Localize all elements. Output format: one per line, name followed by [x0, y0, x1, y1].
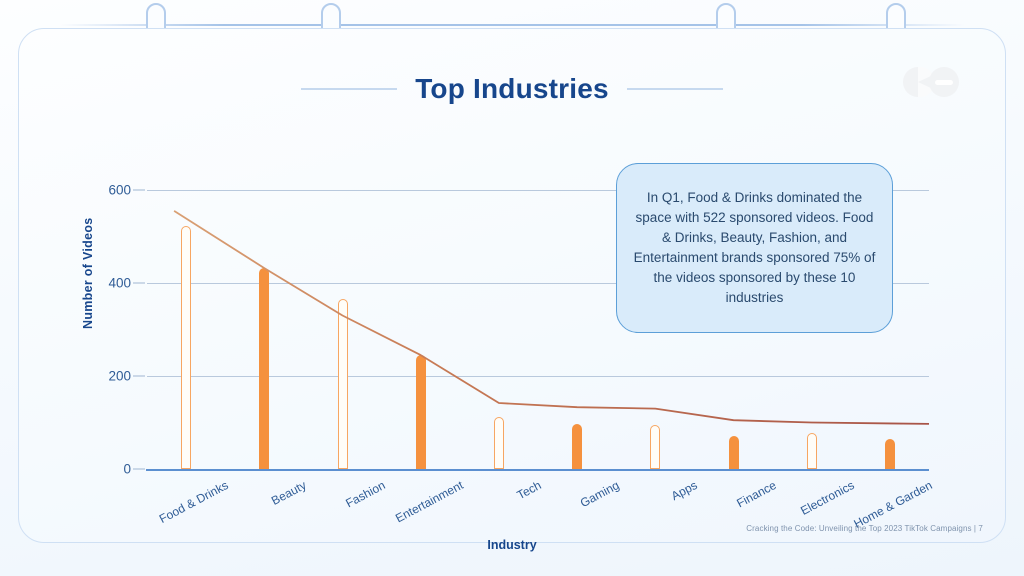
x-axis-title: Industry — [487, 538, 537, 552]
y-axis-tick-label: 200 — [108, 368, 131, 384]
y-axis-tick-mark — [133, 189, 145, 191]
bar-fashion — [337, 299, 348, 469]
x-axis-line — [146, 469, 929, 471]
x-axis-category-label: Beauty — [269, 478, 309, 508]
binder-line — [60, 24, 964, 26]
bar-apps — [650, 424, 661, 469]
x-axis-category-label: Food & Drinks — [156, 478, 231, 527]
title-rule-right — [626, 88, 723, 90]
page-title: Top Industries — [415, 73, 609, 104]
y-axis-tick-mark — [133, 375, 145, 377]
x-axis-category-label: Electronics — [797, 478, 857, 518]
bar-food-drinks — [181, 226, 192, 469]
chart-plot-area: 0 200 400 600 Food & Drinks Beauty Fashion Ent… — [108, 183, 934, 532]
gridline — [147, 283, 929, 284]
y-axis-tick-mark — [133, 468, 145, 470]
callout-box: In Q1, Food & Drinks dominated the space… — [616, 163, 893, 333]
trend-line-series — [173, 210, 930, 425]
bar-beauty — [259, 268, 270, 469]
title-row: Top Industries — [19, 73, 1005, 105]
bar-home-garden — [884, 438, 895, 469]
x-axis-category-label: Fashion — [342, 478, 388, 511]
y-axis-tick-label: 0 — [123, 461, 131, 477]
gridline — [147, 376, 929, 377]
title-rule-left — [301, 88, 398, 90]
x-axis-category-label: Finance — [733, 478, 779, 511]
y-axis-tick-mark — [133, 282, 145, 284]
slide-card: Top Industries Number of Videos Industry… — [18, 28, 1006, 552]
company-logo-icon — [903, 66, 959, 98]
x-axis-category-label: Tech — [514, 478, 544, 503]
bar-electronics — [806, 433, 817, 469]
bar-entertainment — [415, 355, 426, 469]
gridline — [147, 190, 929, 191]
x-axis-category-label: Entertainment — [392, 478, 466, 526]
x-axis-category-label: Gaming — [577, 478, 622, 511]
x-axis-category-label: Apps — [669, 478, 700, 504]
callout-text: In Q1, Food & Drinks dominated the space… — [633, 190, 876, 305]
bar-tech — [493, 416, 504, 469]
slide-footer: Cracking the Code: Unveiling the Top 202… — [746, 524, 983, 533]
bar-gaming — [572, 423, 583, 469]
y-axis-tick-label: 600 — [108, 182, 131, 198]
y-axis-title: Number of Videos — [81, 217, 95, 329]
y-axis-tick-label: 400 — [108, 275, 131, 291]
bar-finance — [728, 436, 739, 469]
